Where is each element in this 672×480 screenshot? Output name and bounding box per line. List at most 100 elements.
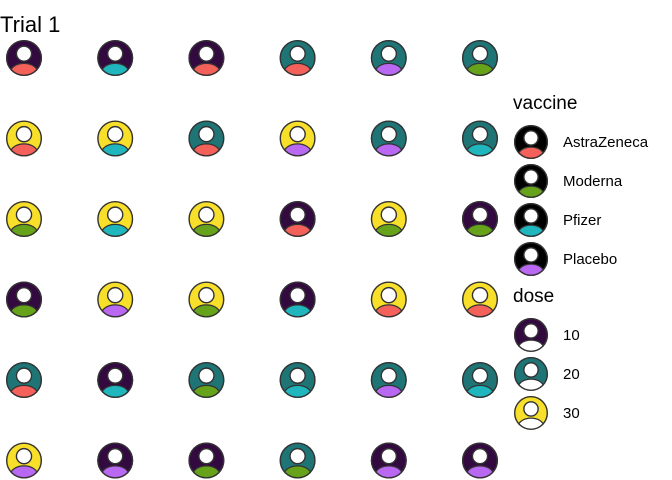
person-head xyxy=(523,362,539,378)
icon-outline xyxy=(279,281,316,318)
person-head xyxy=(106,447,124,465)
person-icon xyxy=(279,120,316,157)
person-head xyxy=(380,125,398,143)
person-icon xyxy=(97,40,134,76)
icon-outline xyxy=(514,124,549,159)
person-head xyxy=(106,206,124,223)
person-icon xyxy=(97,200,134,237)
legend-key-vaccine-icon xyxy=(514,241,549,276)
person-icon xyxy=(279,362,316,399)
person-head xyxy=(471,45,489,62)
icon-outline xyxy=(6,200,42,237)
person-head xyxy=(15,125,33,143)
legend-vaccine-items: AstraZeneca Moderna Pfizer Placebo xyxy=(514,124,649,276)
legend-title-vaccine: vaccine xyxy=(513,93,577,114)
person-icon xyxy=(462,281,499,318)
person-head xyxy=(198,45,215,62)
legend-dose-items: 10 20 30 xyxy=(514,318,580,431)
person-head xyxy=(15,286,33,304)
person-head xyxy=(289,206,306,223)
person-head xyxy=(380,447,398,465)
person-head xyxy=(15,367,33,384)
person-head xyxy=(198,286,215,304)
person-icon xyxy=(462,362,499,399)
icon-outline xyxy=(370,362,407,399)
person-head xyxy=(198,447,215,465)
icon-outline xyxy=(514,163,549,198)
icon-outline xyxy=(370,442,407,479)
person-icon xyxy=(279,200,316,237)
icon-outline xyxy=(370,120,407,157)
legend-label: 10 xyxy=(563,327,580,344)
chart-title: Trial 1 xyxy=(0,12,60,37)
legend-label: 20 xyxy=(563,366,580,383)
icon-outline xyxy=(462,120,499,157)
icon-outline xyxy=(514,357,549,392)
icon-outline xyxy=(462,281,499,318)
legend-label: AstraZeneca xyxy=(563,134,649,151)
person-head xyxy=(106,286,124,304)
legend-key-dose-icon xyxy=(514,357,549,392)
person-icon xyxy=(370,200,407,237)
person-head xyxy=(471,286,489,304)
legend-label: Placebo xyxy=(563,251,617,268)
legend-label: 30 xyxy=(563,405,580,422)
icon-outline xyxy=(97,442,134,479)
person-head xyxy=(198,367,215,384)
legend-key-vaccine-icon xyxy=(514,163,549,198)
icon-outline xyxy=(188,40,225,76)
icon-outline xyxy=(6,442,42,479)
person-head xyxy=(106,125,124,143)
person-head xyxy=(289,45,306,62)
person-icon xyxy=(462,442,499,479)
person-icon xyxy=(97,442,134,479)
icon-outline xyxy=(370,40,407,76)
person-icon xyxy=(462,200,499,237)
icon-outline xyxy=(279,442,316,479)
person-head xyxy=(471,367,489,384)
icon-outline xyxy=(279,120,316,157)
person-icon xyxy=(462,120,499,157)
person-head xyxy=(471,447,489,465)
icon-outline xyxy=(514,318,549,353)
icon-outline xyxy=(462,442,499,479)
icon-grid xyxy=(6,40,499,479)
person-icon xyxy=(97,120,134,157)
legend-key-vaccine-icon xyxy=(514,124,549,159)
person-icon xyxy=(462,40,499,76)
icon-outline xyxy=(97,281,134,318)
person-icon xyxy=(97,281,134,318)
legend-key-dose-icon xyxy=(514,318,549,353)
person-head xyxy=(15,206,33,223)
person-head xyxy=(523,130,539,146)
person-icon xyxy=(6,362,42,399)
person-icon xyxy=(97,362,134,399)
person-icon xyxy=(6,200,42,237)
person-icon xyxy=(188,362,225,399)
person-head xyxy=(380,367,398,384)
person-head xyxy=(289,286,306,304)
person-head xyxy=(523,323,539,339)
icon-outline xyxy=(6,281,42,318)
person-head xyxy=(380,206,398,223)
icon-outline xyxy=(6,120,42,157)
person-head xyxy=(106,367,124,384)
icon-outline xyxy=(188,200,225,237)
icon-outline xyxy=(97,362,134,399)
icon-outline xyxy=(279,200,316,237)
icon-outline xyxy=(514,396,549,431)
person-head xyxy=(523,401,539,417)
person-icon xyxy=(188,200,225,237)
person-head xyxy=(289,125,306,143)
person-head xyxy=(198,206,215,223)
legend-label: Moderna xyxy=(563,173,623,190)
icon-outline xyxy=(279,40,316,76)
person-head xyxy=(523,169,539,185)
icon-outline xyxy=(188,120,225,157)
icon-outline xyxy=(514,202,549,237)
person-head xyxy=(106,45,124,62)
icon-outline xyxy=(370,200,407,237)
person-icon xyxy=(279,281,316,318)
person-head xyxy=(15,45,33,62)
